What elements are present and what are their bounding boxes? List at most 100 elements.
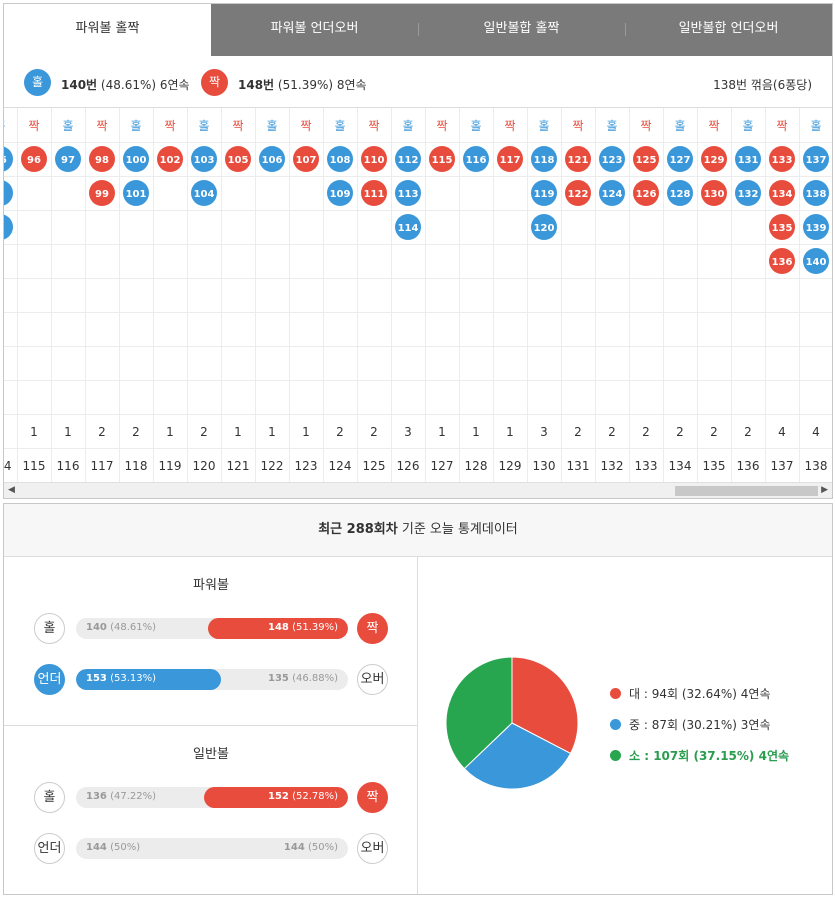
- streak-count: 1: [302, 425, 310, 439]
- svg-text:127: 127: [670, 155, 691, 166]
- powerball-underover-row: 언더 153 (53.13%) 135 (46.88%) 오버: [4, 664, 418, 696]
- odd-label: 홀: [34, 782, 65, 813]
- streak-count: 2: [608, 425, 616, 439]
- streak-count: 1: [472, 425, 480, 439]
- streak-count: 2: [336, 425, 344, 439]
- underover-bar: 144 (50%) 144 (50%): [76, 838, 348, 859]
- even-summary: 148번 (51.39%) 8연속: [238, 78, 367, 92]
- result-ball: 122: [565, 180, 591, 206]
- svg-text:108: 108: [330, 155, 351, 166]
- size-pie-chart: [446, 657, 579, 790]
- horizontal-scrollbar[interactable]: ◀ ▶: [4, 482, 832, 498]
- svg-text:100: 100: [126, 155, 147, 166]
- svg-text:135: 135: [772, 223, 793, 234]
- svg-text:123: 123: [602, 155, 623, 166]
- pattern-grid[interactable]: 홀954114짝961115홀971116짝98992117홀100101211…: [4, 108, 832, 482]
- column-header: 짝: [708, 119, 719, 133]
- round-number: 125: [363, 459, 386, 473]
- result-ball: 129: [701, 146, 727, 172]
- scroll-thumb[interactable]: [675, 486, 818, 496]
- result-ball: 136: [769, 248, 795, 274]
- round-number: 138: [805, 459, 828, 473]
- svg-text:96: 96: [27, 155, 41, 166]
- result-ball: 123: [599, 146, 625, 172]
- svg-text:119: 119: [534, 189, 555, 200]
- result-ball: 103: [191, 146, 217, 172]
- result-ball: 131: [735, 146, 761, 172]
- streak-count: 2: [574, 425, 582, 439]
- streak-count: 4: [778, 425, 786, 439]
- over-value: 144 (50%): [283, 842, 338, 853]
- column-header: 짝: [504, 119, 515, 133]
- tab-normalball-underover[interactable]: 일반볼합 언더오버: [625, 4, 832, 56]
- streak-count: 2: [710, 425, 718, 439]
- result-ball: 132: [735, 180, 761, 206]
- ball-stats: 파워볼 홀 140 (48.61%) 148 (51.39%) 짝 언더 153…: [4, 557, 418, 894]
- scroll-left-icon[interactable]: ◀: [8, 485, 15, 495]
- round-number: 114: [4, 459, 11, 473]
- result-ball: 108: [327, 146, 353, 172]
- streak-count: 2: [370, 425, 378, 439]
- result-ball: 138: [803, 180, 829, 206]
- column-header: 홀: [4, 119, 6, 133]
- result-ball: 130: [701, 180, 727, 206]
- column-header: 홀: [402, 119, 413, 133]
- svg-text:105: 105: [228, 155, 249, 166]
- svg-text:126: 126: [636, 189, 657, 200]
- streak-count: 1: [30, 425, 38, 439]
- streak-count: 1: [268, 425, 276, 439]
- normalball-oddeven-row: 홀 136 (47.22%) 152 (52.78%) 짝: [4, 782, 418, 814]
- svg-text:134: 134: [772, 189, 793, 200]
- streak-count: 2: [744, 425, 752, 439]
- result-ball: 105: [225, 146, 251, 172]
- column-header: 짝: [572, 119, 583, 133]
- column-header: 홀: [538, 119, 549, 133]
- column-header: 홀: [334, 119, 345, 133]
- streak-count: 2: [642, 425, 650, 439]
- round-number: 121: [227, 459, 250, 473]
- result-ball: 114: [395, 214, 421, 240]
- powerball-oddeven-row: 홀 140 (48.61%) 148 (51.39%) 짝: [4, 613, 418, 645]
- streak-count: 1: [166, 425, 174, 439]
- tab-powerball-underover[interactable]: 파워볼 언더오버: [270, 21, 359, 36]
- round-number: 122: [261, 459, 284, 473]
- result-ball: 100: [123, 146, 149, 172]
- svg-text:101: 101: [126, 189, 147, 200]
- result-ball: 119: [531, 180, 557, 206]
- even-ball-icon: 짝: [201, 69, 228, 96]
- scroll-right-icon[interactable]: ▶: [821, 485, 828, 495]
- legend-dot: [610, 750, 621, 761]
- streak-count: 2: [98, 425, 106, 439]
- column-header: 짝: [300, 119, 311, 133]
- under-label: 언더: [34, 833, 65, 864]
- result-ball: 134: [769, 180, 795, 206]
- svg-text:137: 137: [806, 155, 827, 166]
- break-summary: 138번 꺾음(6퐁당): [713, 78, 812, 92]
- svg-text:109: 109: [330, 189, 351, 200]
- streak-count: 2: [200, 425, 208, 439]
- normalball-title: 일반볼: [193, 747, 229, 762]
- tab-powerball-oddeven[interactable]: 파워볼 홀짝: [4, 4, 211, 56]
- result-ball: 98: [89, 146, 115, 172]
- round-number: 126: [397, 459, 420, 473]
- tab-normalball-oddeven[interactable]: 일반볼합 홀짝: [418, 4, 625, 56]
- column-header: 홀: [470, 119, 481, 133]
- streak-count: 3: [404, 425, 412, 439]
- result-ball: 137: [803, 146, 829, 172]
- underover-bar: 153 (53.13%) 135 (46.88%): [76, 669, 348, 690]
- result-ball: 112: [395, 146, 421, 172]
- streak-count: 2: [132, 425, 140, 439]
- column-header: 짝: [776, 119, 787, 133]
- result-ball: 117: [497, 146, 523, 172]
- result-ball: 111: [361, 180, 387, 206]
- under-fill: [76, 669, 221, 690]
- even-value: 148 (51.39%): [268, 622, 338, 633]
- round-number: 135: [703, 459, 726, 473]
- even-value: 152 (52.78%): [268, 791, 338, 802]
- result-ball: 140: [803, 248, 829, 274]
- result-ball: 95: [4, 146, 13, 172]
- svg-text:138: 138: [806, 189, 827, 200]
- round-number: 120: [193, 459, 216, 473]
- round-number: 127: [431, 459, 454, 473]
- svg-text:131: 131: [738, 155, 759, 166]
